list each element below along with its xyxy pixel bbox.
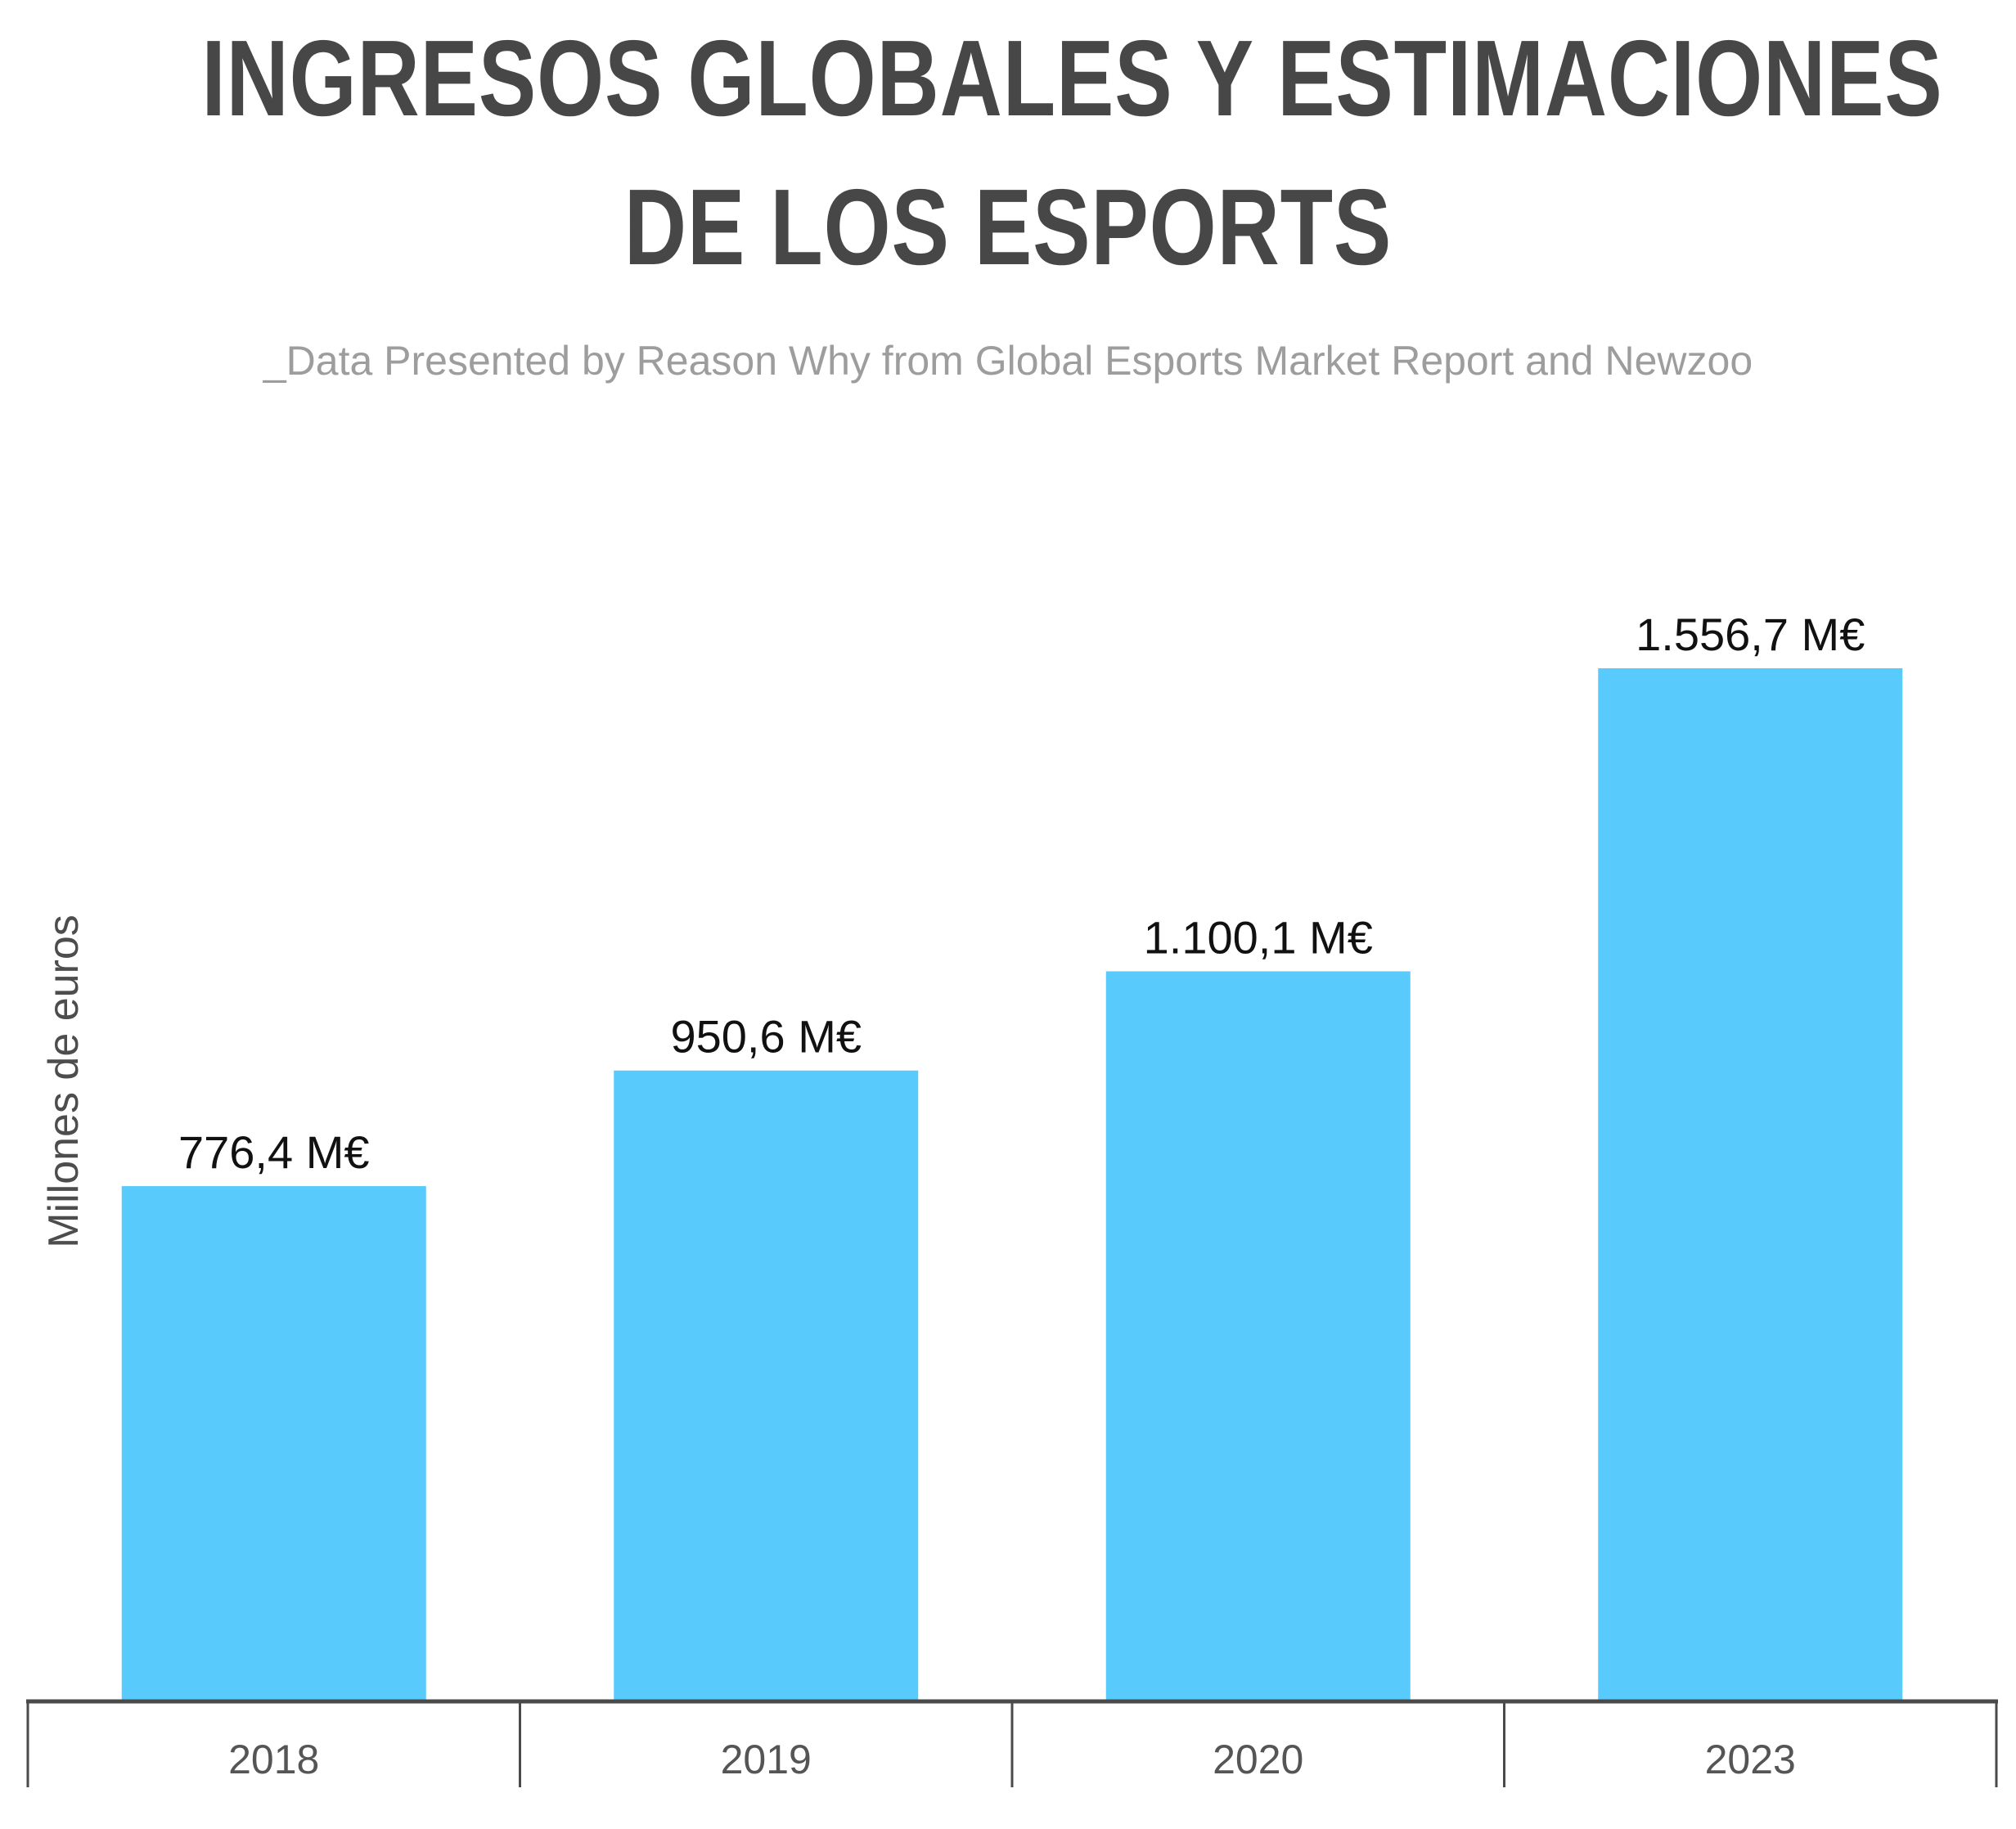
- data-label-2023: 1.556,7 M€: [1636, 609, 1865, 660]
- data-label-2020: 1.100,1 M€: [1144, 911, 1373, 963]
- chart-subtitle: _Data Presented by Reason Why from Globa…: [263, 338, 1753, 384]
- bar-2019: [614, 1070, 919, 1701]
- data-label-2019: 950,6 M€: [671, 1011, 862, 1063]
- x-tick-label-2023: 2023: [1705, 1737, 1796, 1782]
- bar-2020: [1105, 971, 1411, 1701]
- x-tick-label-2018: 2018: [228, 1737, 319, 1782]
- x-tick-label-2019: 2019: [721, 1737, 812, 1782]
- data-label-2018: 776,4 M€: [178, 1126, 370, 1178]
- bar-2018: [121, 1186, 426, 1701]
- chart-title-line-2: DE LOS ESPORTS: [623, 167, 1393, 287]
- chart-title-line-1: INGRESOS GLOBALES Y ESTIMACIONES: [201, 18, 1943, 138]
- bar-2023: [1598, 668, 1903, 1701]
- x-tick-label-2020: 2020: [1213, 1737, 1303, 1782]
